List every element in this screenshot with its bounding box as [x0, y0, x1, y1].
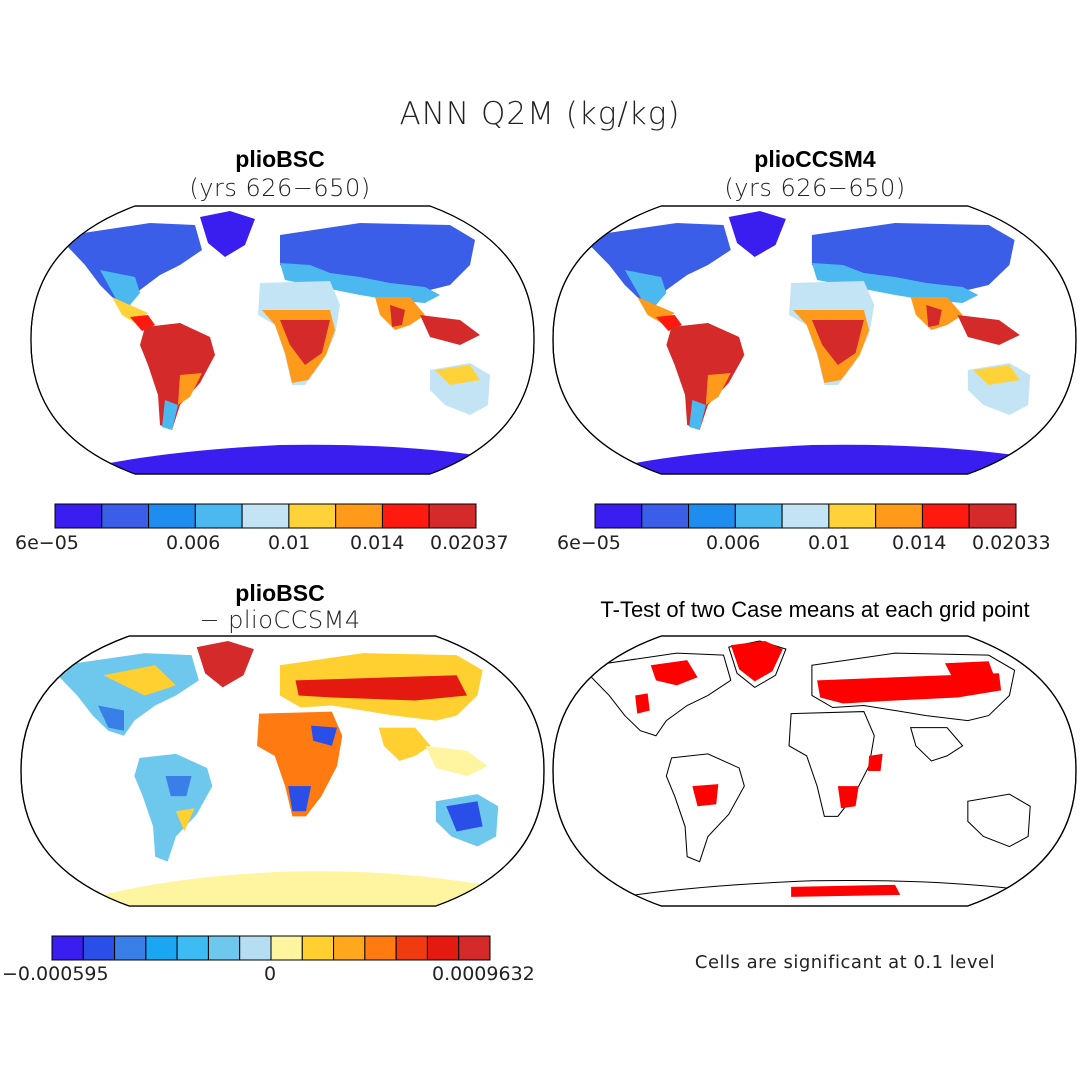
colorbar-swatch [781, 503, 830, 529]
colorbar-label: −0.000595 [2, 963, 109, 985]
colorbar-label: 6e−05 [557, 532, 621, 554]
colorbar-swatch [428, 503, 477, 529]
north-america [68, 223, 202, 305]
colorbar-swatch [458, 935, 491, 961]
colorbar-swatch [148, 503, 196, 529]
colorbar-top-left [54, 503, 477, 529]
colorbar-label: 0.01 [268, 532, 311, 554]
antarctica [90, 444, 500, 474]
colorbar-top-right [594, 503, 1017, 529]
colorbar-swatch [734, 503, 783, 529]
colorbar-swatch [395, 935, 428, 961]
colorbar-swatch [114, 935, 147, 961]
colorbar-label: 0 [264, 963, 277, 985]
colorbar-swatch [828, 503, 877, 529]
panel-subtitle-top-left: (yrs 626−650) [189, 174, 371, 202]
significant-cells [635, 641, 1002, 897]
colorbar-label: 0.02033 [972, 532, 1051, 554]
colorbar-swatch [176, 935, 209, 961]
colorbar-swatch [207, 935, 241, 961]
panel-title-top-right: plioCCSM4 [754, 146, 876, 172]
colorbar-swatch [688, 503, 736, 529]
colorbar-label: 0.014 [892, 532, 947, 554]
colorbar-label: 0.0009632 [432, 963, 535, 985]
colorbar-swatch [301, 935, 335, 961]
colorbar-swatch [875, 503, 923, 529]
colorbar-swatch [426, 935, 460, 961]
significance-note: Cells are significant at 0.1 level [694, 952, 996, 973]
colorbar-swatch [101, 503, 150, 529]
map-top-right [552, 205, 1077, 475]
colorbar-swatch [594, 503, 643, 529]
colorbar-swatch [270, 935, 303, 961]
panel-title-bottom-left: plioBSC [235, 580, 325, 606]
colorbar-label: 0.01 [808, 532, 851, 554]
colorbar-swatch [82, 935, 116, 961]
colorbar-swatch [194, 503, 243, 529]
colorbar-swatch [921, 503, 970, 529]
panel-subtitle-top-right: (yrs 626−650) [724, 174, 906, 202]
figure-title: ANN Q2M (kg/kg) [399, 96, 681, 132]
colorbar-swatch [54, 503, 103, 529]
colorbar-swatch [968, 503, 1017, 529]
map-bottom-left [20, 635, 545, 907]
colorbar-swatch [335, 503, 383, 529]
colorbar-swatch [333, 935, 366, 961]
colorbar-bottom-left [51, 935, 491, 961]
colorbar-label: 0.006 [706, 532, 761, 554]
colorbar-label: 0.014 [350, 532, 405, 554]
panel-subtitle-bottom-left: − plioCCSM4 [199, 606, 361, 634]
colorbar-swatch [51, 935, 84, 961]
south-america [140, 323, 215, 430]
colorbar-swatch [381, 503, 430, 529]
colorbar-swatch [641, 503, 690, 529]
colorbar-swatch [364, 935, 397, 961]
map-top-left [30, 205, 535, 475]
panel-title-top-left: plioBSC [235, 146, 325, 172]
colorbar-swatch [241, 503, 290, 529]
colorbar-swatch [288, 503, 337, 529]
panel-title-bottom-right: T-Test of two Case means at each grid po… [600, 597, 1030, 622]
greenland [200, 211, 255, 257]
colorbar-label: 6e−05 [15, 532, 79, 554]
colorbar-swatch [239, 935, 272, 961]
map-bottom-right [552, 635, 1077, 907]
colorbar-swatch [145, 935, 178, 961]
colorbar-label: 0.02037 [430, 532, 509, 554]
colorbar-label: 0.006 [166, 532, 221, 554]
